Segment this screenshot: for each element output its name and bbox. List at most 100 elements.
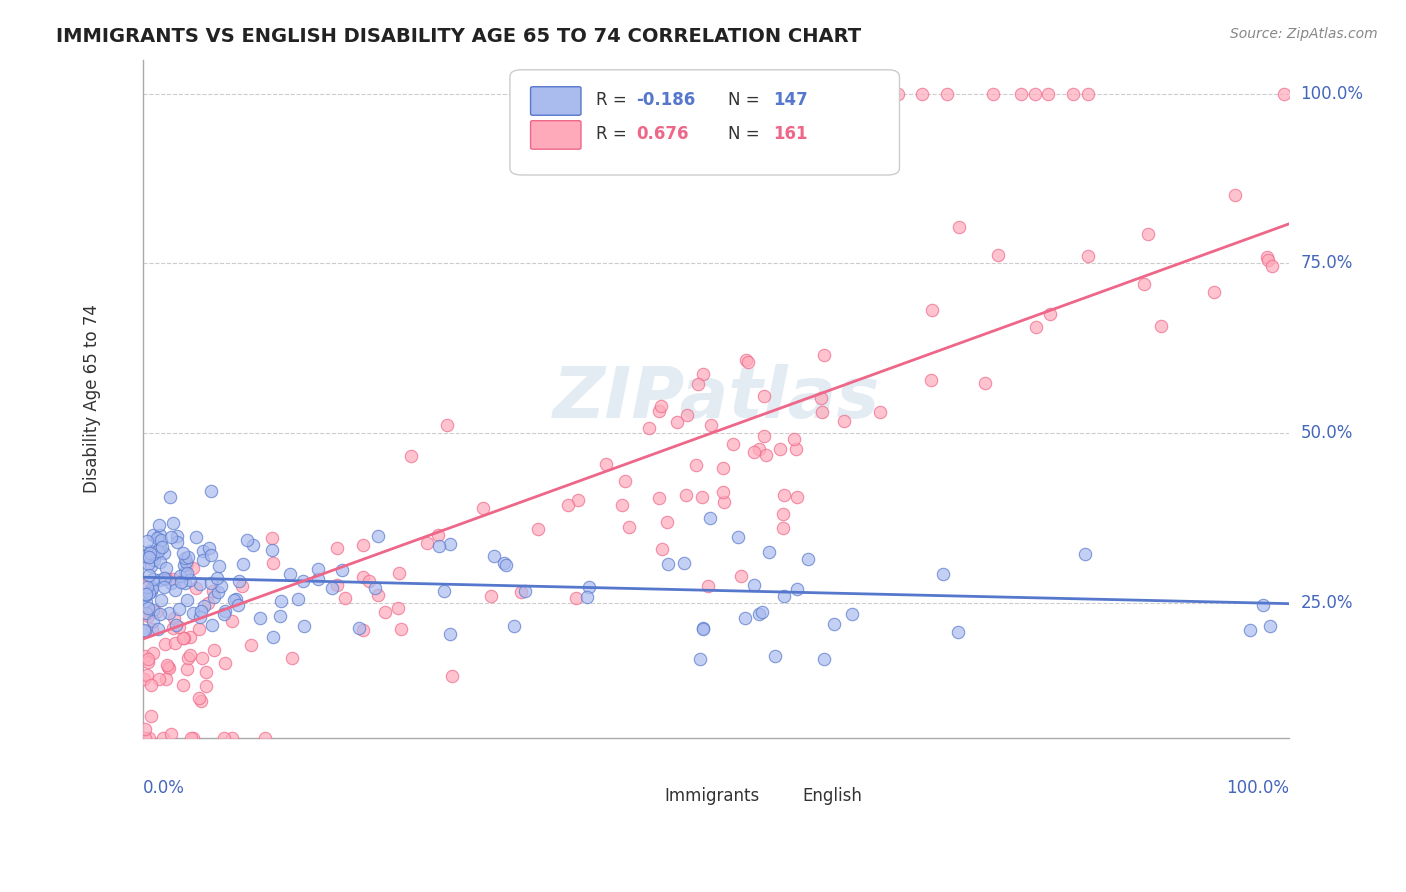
Point — [262, 556, 284, 570]
Point — [567, 493, 589, 508]
Point — [146, 543, 169, 558]
Point — [162, 621, 184, 635]
Point — [135, 534, 157, 549]
Point — [692, 622, 714, 636]
Point — [1225, 187, 1247, 202]
Point — [152, 580, 174, 594]
Point — [675, 488, 697, 502]
Point — [173, 558, 195, 573]
Point — [138, 550, 160, 565]
Point — [713, 495, 735, 509]
Point — [292, 574, 315, 588]
Point — [208, 558, 231, 573]
Point — [657, 557, 679, 571]
Point — [162, 516, 184, 531]
Point — [156, 658, 179, 673]
Point — [932, 566, 955, 581]
Point — [773, 589, 796, 603]
Point — [160, 575, 183, 590]
Point — [172, 632, 194, 646]
Point — [160, 530, 183, 544]
Point — [786, 582, 808, 596]
Point — [176, 557, 198, 571]
Point — [141, 602, 163, 616]
Point — [364, 581, 387, 595]
Point — [1074, 547, 1097, 561]
Point — [810, 405, 832, 419]
Point — [142, 553, 165, 567]
Point — [155, 561, 177, 575]
Point — [686, 377, 709, 392]
Point — [810, 391, 832, 405]
Point — [141, 709, 163, 723]
Text: R =: R = — [596, 125, 631, 144]
Point — [142, 528, 165, 542]
Point — [557, 498, 579, 512]
Point — [226, 599, 249, 613]
Point — [181, 606, 204, 620]
Point — [143, 549, 166, 564]
Point — [1077, 248, 1099, 262]
Point — [330, 563, 353, 577]
Point — [427, 539, 450, 553]
Point — [231, 579, 253, 593]
Point — [821, 87, 844, 101]
Point — [165, 636, 187, 650]
Point — [1258, 619, 1281, 633]
Text: N =: N = — [728, 125, 765, 144]
Point — [157, 660, 180, 674]
Point — [637, 421, 659, 435]
Point — [188, 622, 211, 636]
Point — [136, 600, 159, 615]
Point — [202, 642, 225, 657]
Point — [228, 574, 250, 588]
Point — [179, 574, 201, 588]
Point — [737, 354, 759, 368]
Point — [735, 352, 758, 367]
Point — [723, 436, 745, 450]
Point — [797, 552, 820, 566]
FancyBboxPatch shape — [530, 120, 581, 149]
Point — [352, 570, 374, 584]
Point — [142, 614, 165, 628]
Text: 147: 147 — [773, 91, 808, 110]
Point — [186, 531, 208, 545]
Text: 75.0%: 75.0% — [1301, 254, 1353, 272]
Text: 0.0%: 0.0% — [143, 779, 186, 797]
FancyBboxPatch shape — [510, 70, 900, 175]
Point — [202, 590, 225, 604]
Point — [769, 442, 792, 457]
Point — [752, 428, 775, 442]
Point — [921, 302, 943, 317]
Point — [742, 578, 765, 592]
Point — [772, 508, 794, 522]
Point — [224, 592, 246, 607]
Point — [167, 602, 190, 616]
Point — [152, 571, 174, 585]
Point — [513, 583, 536, 598]
Text: 100.0%: 100.0% — [1301, 85, 1364, 103]
Point — [367, 529, 389, 543]
Point — [134, 648, 156, 663]
Text: -0.186: -0.186 — [636, 91, 695, 110]
Point — [685, 458, 707, 472]
Point — [973, 376, 995, 390]
Point — [1039, 307, 1062, 321]
Point — [159, 490, 181, 504]
Point — [1036, 87, 1059, 101]
Point — [201, 584, 224, 599]
Point — [676, 408, 699, 422]
Point — [763, 648, 786, 663]
Point — [155, 571, 177, 585]
Point — [135, 589, 157, 603]
Point — [170, 574, 193, 589]
Point — [692, 621, 714, 635]
FancyBboxPatch shape — [628, 787, 658, 804]
FancyBboxPatch shape — [530, 87, 581, 115]
Point — [1261, 259, 1284, 273]
Point — [153, 572, 176, 586]
Point — [648, 403, 671, 417]
Point — [214, 604, 236, 618]
FancyBboxPatch shape — [765, 787, 796, 804]
Point — [595, 458, 617, 472]
